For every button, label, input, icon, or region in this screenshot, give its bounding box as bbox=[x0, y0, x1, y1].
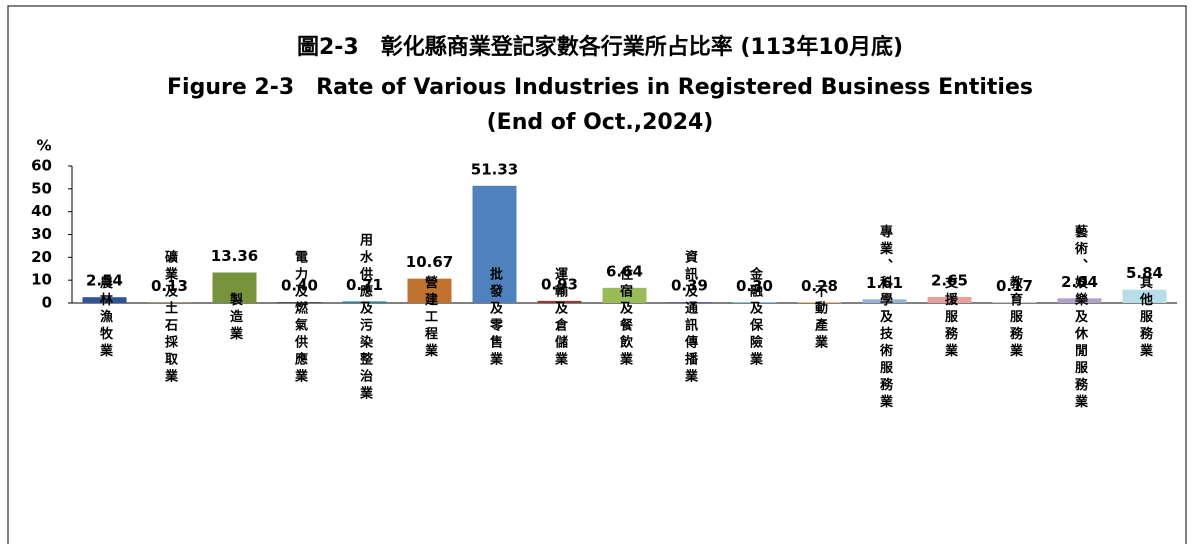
value-label: 0.39 bbox=[671, 277, 708, 295]
bar bbox=[862, 299, 907, 303]
bar bbox=[342, 301, 387, 303]
frame bbox=[7, 5, 1187, 544]
x-tick-label: 藝術、娛樂及休閒服務業 bbox=[1072, 224, 1089, 412]
bar bbox=[732, 302, 777, 303]
x-tick-label: 教育服務業 bbox=[1007, 275, 1024, 361]
bar bbox=[602, 287, 647, 303]
bar bbox=[797, 302, 842, 303]
x-tick-label: 礦業及土石採取業 bbox=[162, 249, 179, 386]
value-label: 2.04 bbox=[1061, 273, 1098, 291]
bar bbox=[277, 302, 322, 303]
value-label: 0.17 bbox=[996, 277, 1033, 295]
y-tick-label: 0 bbox=[42, 294, 52, 312]
y-axis-label: % bbox=[36, 137, 51, 155]
x-tick-label: 批發及零售業 bbox=[487, 266, 504, 369]
bar bbox=[1122, 289, 1167, 303]
bar bbox=[537, 300, 582, 303]
bar bbox=[407, 278, 452, 303]
value-label: 0.40 bbox=[281, 277, 318, 295]
chart-title: 圖2-3 彰化縣商業登記家數各行業所占比率 (113年10月底) bbox=[297, 34, 903, 60]
y-tick-label: 50 bbox=[31, 179, 52, 197]
value-label: 6.64 bbox=[606, 262, 643, 280]
bar bbox=[927, 296, 972, 303]
x-tick-label: 不動產業 bbox=[812, 284, 829, 352]
value-label: 13.36 bbox=[211, 247, 258, 265]
value-label: 0.28 bbox=[801, 277, 838, 295]
x-tick-label: 用水供應及污染整治業 bbox=[357, 233, 374, 403]
bar bbox=[1057, 298, 1102, 303]
y-tick-label: 20 bbox=[31, 248, 52, 266]
value-label: 51.33 bbox=[471, 160, 518, 178]
x-tick-label: 農林漁牧業 bbox=[97, 275, 114, 361]
value-label: 0.71 bbox=[346, 276, 383, 294]
value-label: 0.30 bbox=[736, 277, 773, 295]
value-label: 10.67 bbox=[406, 253, 453, 271]
value-label: 2.65 bbox=[931, 271, 968, 289]
x-tick-label: 營建工程業 bbox=[422, 275, 439, 361]
x-tick-label: 其他服務業 bbox=[1137, 275, 1154, 361]
x-tick-label: 住宿及餐飲業 bbox=[617, 266, 634, 369]
value-label: 2.54 bbox=[86, 272, 123, 290]
x-tick-label: 支援服務業 bbox=[942, 275, 959, 361]
value-label: 0.93 bbox=[541, 275, 578, 293]
x-tick-label: 運輸及倉儲業 bbox=[552, 267, 569, 369]
value-label: 0.13 bbox=[151, 277, 188, 295]
bar bbox=[212, 272, 257, 303]
x-tick-label: 資訊及通訊傳播業 bbox=[682, 249, 699, 386]
x-tick-label: 製造業 bbox=[227, 292, 244, 344]
chart-subtitle: Figure 2-3 Rate of Various Industries in… bbox=[167, 75, 1033, 100]
y-tick-label: 10 bbox=[31, 271, 52, 289]
y-tick-label: 60 bbox=[31, 157, 52, 175]
value-label: 1.61 bbox=[866, 274, 903, 292]
x-tick-label: 金融及保險業 bbox=[747, 266, 764, 369]
x-tick-label: 電力及燃氣供應業 bbox=[292, 250, 309, 386]
y-tick-label: 30 bbox=[31, 225, 52, 243]
chart-subtitle: (End of Oct.,2024) bbox=[487, 110, 714, 135]
value-label: 5.84 bbox=[1126, 264, 1163, 282]
x-tick-label: 專業、科學及技術服務業 bbox=[877, 224, 894, 412]
y-tick-label: 40 bbox=[31, 202, 52, 220]
bar bbox=[82, 297, 127, 303]
bar bbox=[472, 185, 517, 303]
bar bbox=[667, 302, 712, 303]
